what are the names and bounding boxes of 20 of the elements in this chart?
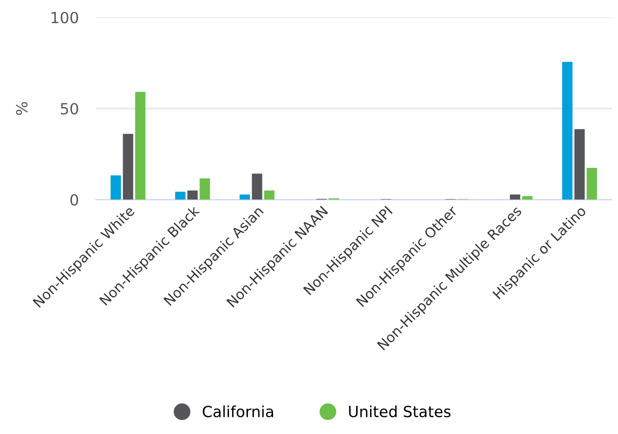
y-tick-label: 0 xyxy=(70,194,78,206)
bar xyxy=(187,190,198,200)
bar xyxy=(252,174,262,200)
legend-label: California xyxy=(202,405,274,418)
y-axis-title: % xyxy=(16,102,28,115)
bar xyxy=(586,168,597,200)
legend-label: United States xyxy=(349,405,450,418)
bar xyxy=(110,175,121,200)
bar xyxy=(574,129,585,200)
bar xyxy=(562,62,572,200)
bar xyxy=(264,190,274,200)
y-tick-label: 50 xyxy=(60,102,78,115)
bar xyxy=(510,194,520,200)
bar xyxy=(522,196,532,200)
y-tick-label: 100 xyxy=(52,12,78,24)
bar xyxy=(200,178,210,200)
bar xyxy=(240,194,250,200)
bar xyxy=(135,92,146,200)
bar xyxy=(175,192,186,200)
bar xyxy=(122,134,134,200)
